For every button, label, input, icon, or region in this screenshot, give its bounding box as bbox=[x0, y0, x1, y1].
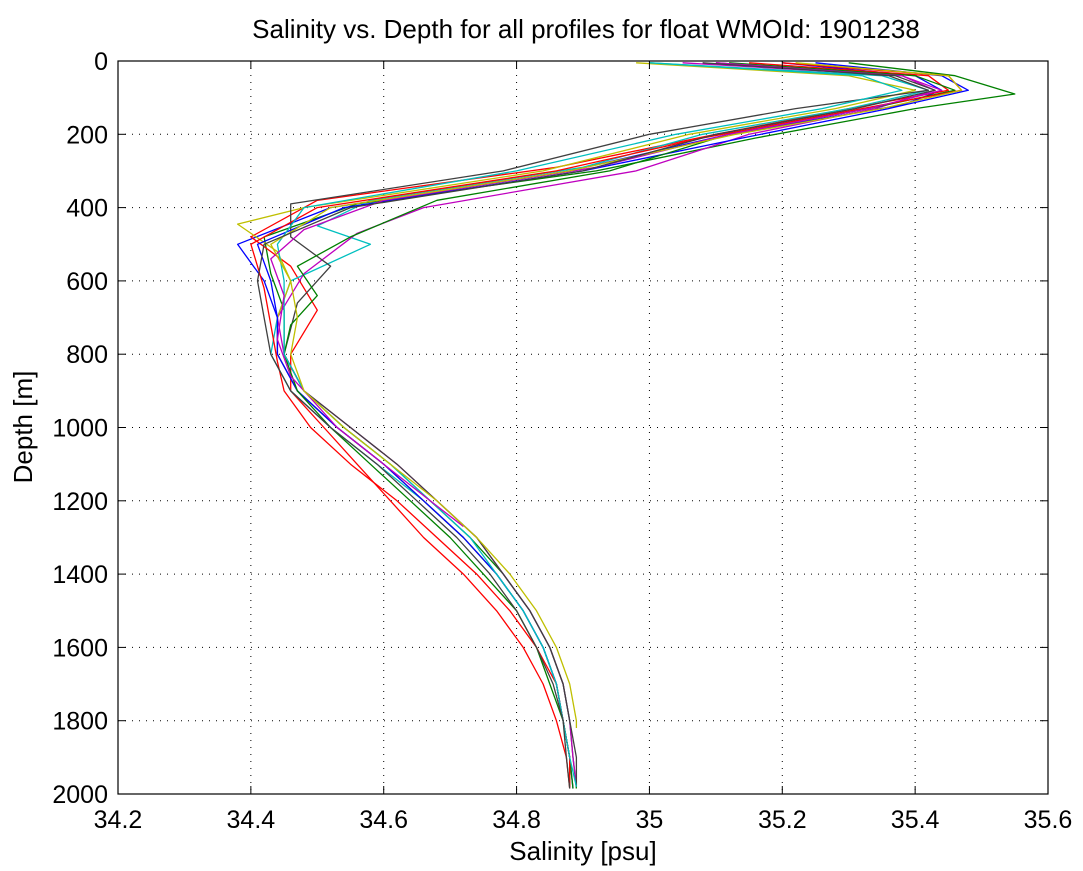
y-tick-label: 200 bbox=[66, 121, 108, 149]
y-tick-label: 600 bbox=[66, 268, 108, 296]
y-tick-label: 1600 bbox=[52, 634, 108, 662]
y-tick-label: 1000 bbox=[52, 415, 108, 443]
y-axis-label: Depth [m] bbox=[8, 371, 38, 484]
profile-line-8 bbox=[256, 62, 969, 789]
profile-line-14 bbox=[256, 62, 936, 789]
axis-ticks bbox=[117, 60, 1049, 795]
y-tick-label: 400 bbox=[66, 195, 108, 223]
y-tick-label: 800 bbox=[66, 341, 108, 369]
x-tick-label: 35.2 bbox=[758, 806, 807, 834]
profile-line-12 bbox=[270, 62, 943, 528]
x-tick-label: 34.8 bbox=[492, 806, 541, 834]
y-tick-label: 2000 bbox=[52, 781, 108, 809]
y-tick-label: 1400 bbox=[52, 561, 108, 589]
x-tick-label: 34.4 bbox=[227, 806, 276, 834]
y-tick-label: 1800 bbox=[52, 708, 108, 736]
y-tick-label: 0 bbox=[94, 48, 108, 76]
y-tick-label: 1200 bbox=[52, 488, 108, 516]
profile-line-4 bbox=[270, 62, 930, 787]
profile-line-3 bbox=[250, 62, 950, 789]
x-tick-label: 35.4 bbox=[891, 806, 940, 834]
x-tick-label: 34.6 bbox=[359, 806, 408, 834]
profile-line-9 bbox=[283, 62, 956, 789]
profile-line-10 bbox=[250, 62, 963, 787]
profile-line-2 bbox=[263, 62, 1016, 789]
x-tick-label: 35 bbox=[636, 806, 664, 834]
profile-lines bbox=[236, 62, 1016, 789]
profile-line-13 bbox=[270, 62, 963, 728]
x-tick-label: 34.2 bbox=[94, 806, 143, 834]
x-tick-labels: 34.2 34.4 34.6 34.8 35 35.2 35.4 35.6 bbox=[94, 806, 1073, 834]
x-axis-label: Salinity [psu] bbox=[509, 836, 656, 866]
x-tick-label: 35.6 bbox=[1024, 806, 1073, 834]
chart-title: Salinity vs. Depth for all profiles for … bbox=[252, 14, 920, 44]
y-tick-labels: 0 200 400 600 800 1000 1200 1400 1600 1800 2000 bbox=[52, 48, 108, 809]
